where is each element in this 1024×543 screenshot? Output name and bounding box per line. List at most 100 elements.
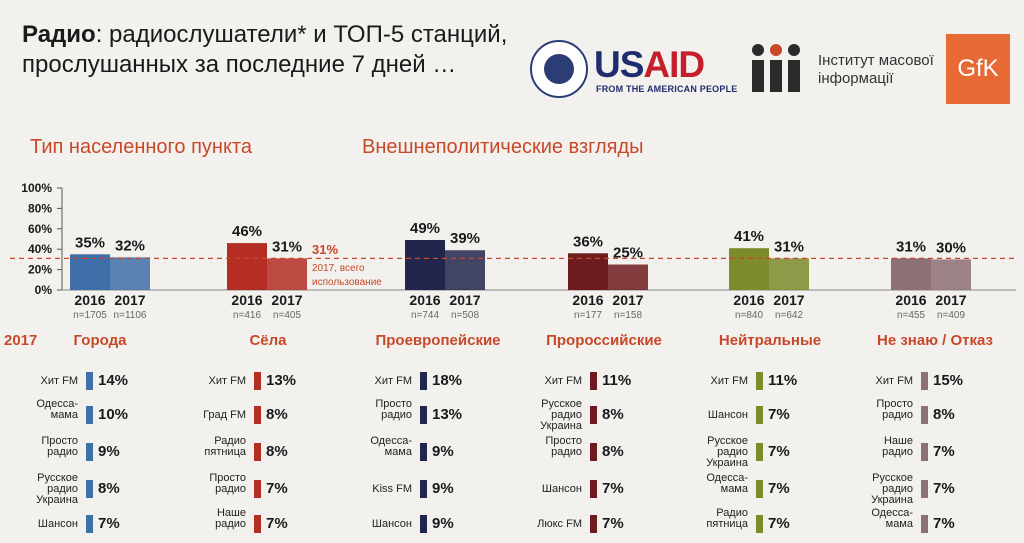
- station-bar: [254, 480, 261, 498]
- x-year-label: 2017: [114, 292, 145, 308]
- station-label: Наше радио: [215, 506, 246, 530]
- reference-line-note: 2017, всего использование: [312, 263, 382, 288]
- station-value-label: 7%: [768, 480, 790, 497]
- station-bar: [921, 515, 928, 533]
- station-value-label: 8%: [602, 406, 624, 423]
- x-year-label: 2016: [409, 292, 440, 308]
- station-bar: [254, 443, 261, 461]
- x-year-label: 2016: [733, 292, 764, 308]
- bar-value-label: 31%: [896, 238, 926, 255]
- usaid-logo: USAID: [594, 44, 705, 86]
- y-tick-label: 40%: [28, 242, 52, 256]
- sample-size-label: n=405: [273, 310, 302, 321]
- x-year-label: 2017: [773, 292, 804, 308]
- station-label: Хит FM: [208, 374, 246, 387]
- x-year-label: 2016: [572, 292, 603, 308]
- station-bar: [420, 443, 427, 461]
- bar-value-label: 35%: [75, 234, 105, 251]
- page-title-rest: : радиослушатели* и ТОП-5 станций, просл…: [22, 21, 508, 78]
- y-tick-label: 100%: [21, 181, 52, 195]
- bar: [568, 253, 608, 290]
- group-label: Города: [73, 332, 127, 349]
- station-label: Хит FM: [710, 374, 748, 387]
- station-label: Шансон: [707, 408, 748, 421]
- station-value-label: 7%: [266, 515, 288, 532]
- bar: [608, 264, 648, 290]
- bar: [891, 258, 931, 290]
- station-label: Одесса-мама: [871, 506, 913, 530]
- station-value-label: 7%: [98, 515, 120, 532]
- station-label: Шансон: [371, 517, 412, 530]
- sample-size-label: n=177: [574, 310, 603, 321]
- station-bar: [756, 480, 763, 498]
- gfk-logo: GfK: [946, 34, 1010, 104]
- station-bar: [921, 406, 928, 424]
- usaid-logo-aid: AID: [643, 44, 705, 85]
- station-bar: [756, 515, 763, 533]
- station-label: Хит FM: [374, 374, 412, 387]
- station-value-label: 9%: [432, 443, 454, 460]
- usaid-logo-us: US: [594, 44, 644, 85]
- station-label: Русское радио Украина: [706, 434, 748, 469]
- station-value-label: 7%: [768, 443, 790, 460]
- bar: [931, 259, 971, 290]
- sample-size-label: n=416: [233, 310, 262, 321]
- station-label: Просто радио: [209, 471, 246, 495]
- station-bar: [86, 480, 93, 498]
- station-value-label: 15%: [933, 372, 964, 389]
- y-tick-label: 80%: [28, 201, 52, 215]
- station-label: Русское радио Украина: [36, 471, 78, 506]
- sample-size-label: n=1106: [114, 310, 147, 321]
- station-bar: [590, 372, 597, 390]
- imi-logo-icon: [752, 44, 800, 92]
- group-label: Пророссийские: [546, 332, 662, 349]
- logo-strip: USAID FROM THE AMERICAN PEOPLE Інститут …: [530, 34, 1020, 110]
- station-value-label: 7%: [768, 515, 790, 532]
- station-label: Просто радио: [876, 397, 913, 421]
- x-year-label: 2017: [612, 292, 643, 308]
- usaid-seal-logo: [530, 40, 588, 98]
- station-value-label: 10%: [98, 406, 129, 423]
- station-value-label: 9%: [98, 443, 120, 460]
- station-value-label: 7%: [266, 480, 288, 497]
- reference-line-label: 31%: [312, 242, 339, 257]
- station-label: Просто радио: [545, 434, 582, 458]
- station-value-label: 14%: [98, 372, 129, 389]
- station-bar: [590, 515, 597, 533]
- station-bar: [86, 372, 93, 390]
- station-label: Хит FM: [875, 374, 913, 387]
- group-label: Проевропейские: [375, 332, 501, 349]
- x-year-label: 2016: [74, 292, 105, 308]
- station-bar: [254, 372, 261, 390]
- station-label: Одесса-мама: [370, 434, 412, 458]
- station-value-label: 8%: [933, 406, 955, 423]
- x-year-label: 2016: [231, 292, 262, 308]
- imi-line-1: Інститут масової: [818, 52, 934, 69]
- station-label: Хит FM: [544, 374, 582, 387]
- bar-value-label: 41%: [734, 228, 764, 245]
- group-label: Сёла: [249, 332, 287, 349]
- bar: [405, 240, 445, 290]
- bar: [267, 258, 307, 290]
- station-value-label: 7%: [602, 480, 624, 497]
- station-value-label: 7%: [933, 515, 955, 532]
- station-label: Наше радио: [882, 434, 913, 458]
- page-title-bold: Радио: [22, 21, 96, 48]
- station-bar: [756, 406, 763, 424]
- station-value-label: 9%: [432, 515, 454, 532]
- station-value-label: 8%: [602, 443, 624, 460]
- sample-size-label: n=744: [411, 310, 440, 321]
- station-label: Kiss FM: [372, 482, 412, 495]
- station-label: Шансон: [541, 482, 582, 495]
- station-value-label: 9%: [432, 480, 454, 497]
- station-bar: [420, 480, 427, 498]
- station-bar: [590, 480, 597, 498]
- station-bar: [590, 406, 597, 424]
- sample-size-label: n=1705: [73, 310, 107, 321]
- station-bar: [590, 443, 597, 461]
- station-value-label: 7%: [933, 480, 955, 497]
- station-bar: [420, 372, 427, 390]
- station-bar: [86, 406, 93, 424]
- station-value-label: 8%: [266, 406, 288, 423]
- station-label: Люкс FM: [537, 517, 582, 530]
